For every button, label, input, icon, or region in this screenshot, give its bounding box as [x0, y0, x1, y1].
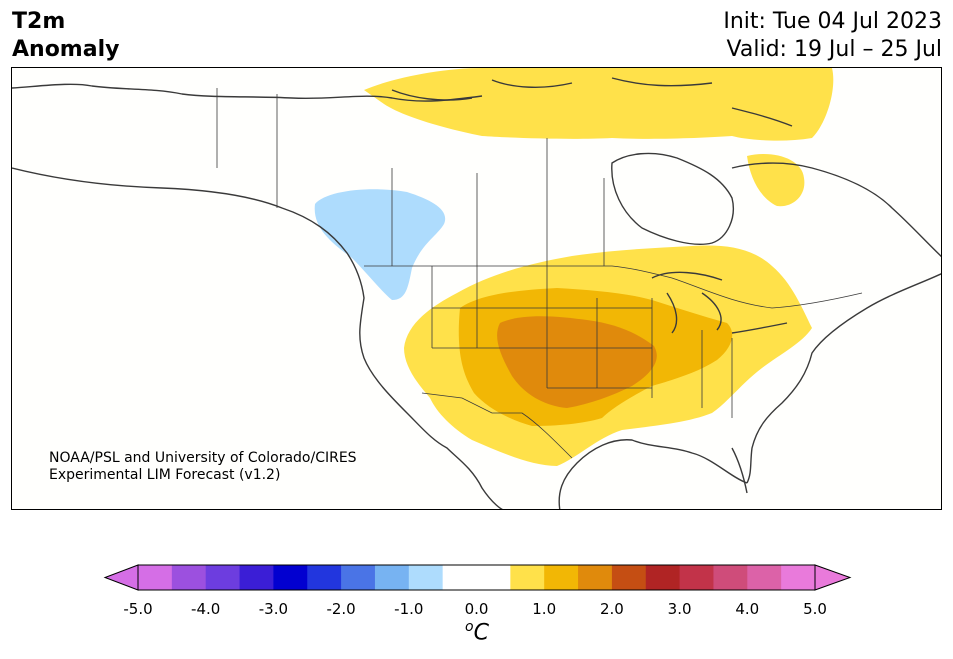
colorbar-tick-label: 2.0	[599, 600, 624, 618]
unit-superscript: o	[465, 619, 474, 635]
colorbar-tick-label: -2.0	[326, 600, 356, 618]
coast-gulf	[558, 439, 748, 509]
colorbar-tick-label: 0.0	[464, 600, 489, 618]
coast-florida	[731, 447, 748, 494]
colorbar-bin	[205, 565, 241, 590]
coast-labrador	[731, 162, 941, 258]
colorbar-bin	[307, 565, 342, 590]
great-lakes	[651, 271, 788, 334]
colorbar-bin	[747, 565, 782, 590]
colorbar-bin	[341, 565, 376, 590]
colorbar-tick-label: -1.0	[394, 600, 424, 618]
colorbar	[103, 564, 852, 591]
colorbar-bin	[713, 565, 748, 590]
anomaly-map	[11, 67, 942, 510]
colorbar-bin	[781, 565, 816, 590]
colorbar-bin	[510, 565, 545, 590]
anomaly-western-cool	[314, 189, 446, 300]
anomaly-fills	[314, 68, 834, 466]
coast-east	[746, 273, 941, 484]
colorbar-tick-label: -4.0	[191, 600, 221, 618]
colorbar-tick-label: 5.0	[803, 600, 827, 618]
us-mexico-border	[421, 392, 573, 459]
credit-text: NOAA/PSL and University of Colorado/CIRE…	[49, 450, 357, 484]
colorbar-bin	[239, 565, 274, 590]
init-date: Init: Tue 04 Jul 2023	[723, 9, 942, 34]
colorbar-bins	[103, 564, 852, 591]
colorbar-unit: oC	[465, 619, 489, 645]
colorbar-bin	[578, 565, 613, 590]
colorbar-bin	[138, 565, 173, 590]
province-lines	[216, 88, 605, 266]
us-canada-border	[364, 265, 863, 309]
valid-date: Valid: 19 Jul – 25 Jul	[726, 37, 942, 62]
title-variable-line1: T2m	[12, 9, 66, 34]
colorbar-bin	[645, 565, 681, 590]
colorbar-bin	[544, 565, 579, 590]
anomaly-arctic-warm	[364, 68, 834, 141]
colorbar-tick-label: -3.0	[258, 600, 289, 618]
state-lines	[431, 266, 733, 418]
forecast-dates: Init: Tue 04 Jul 2023 Valid: 19 Jul – 25…	[723, 8, 942, 64]
colorbar-bin	[171, 565, 207, 590]
colorbar-over-arrow	[814, 564, 852, 591]
coastlines	[12, 77, 941, 509]
coast-arctic	[12, 83, 483, 102]
colorbar-tick-label: 3.0	[667, 600, 692, 618]
unit-base: C	[473, 620, 489, 646]
colorbar-bin	[273, 565, 308, 590]
title-variable-line2: Anomaly	[12, 37, 120, 62]
political-borders	[216, 88, 863, 459]
anomaly-hudson-warm	[747, 154, 805, 207]
arctic-islands	[391, 77, 793, 127]
colorbar-frame	[137, 564, 816, 591]
credit-line2: Experimental LIM Forecast (v1.2)	[49, 467, 281, 483]
coast-west	[12, 167, 503, 509]
colorbar-bin	[408, 565, 444, 590]
credit-line1: NOAA/PSL and University of Colorado/CIRE…	[49, 450, 357, 466]
colorbar-bin	[442, 565, 477, 590]
map-title: T2m Anomaly	[12, 8, 119, 64]
colorbar-tick-label: -5.0	[123, 600, 153, 618]
colorbar-tick-label: 4.0	[735, 600, 760, 618]
anomaly-central-warm-max	[497, 316, 657, 408]
colorbar-bin	[476, 565, 511, 590]
coast-hudson-bay	[611, 152, 734, 245]
colorbar-bin	[679, 565, 714, 590]
colorbar-tick-label: 1.0	[532, 600, 557, 618]
colorbar-bin	[611, 565, 647, 590]
map-svg	[12, 68, 941, 509]
colorbar-under-arrow	[103, 564, 139, 591]
colorbar-bin	[374, 565, 410, 590]
